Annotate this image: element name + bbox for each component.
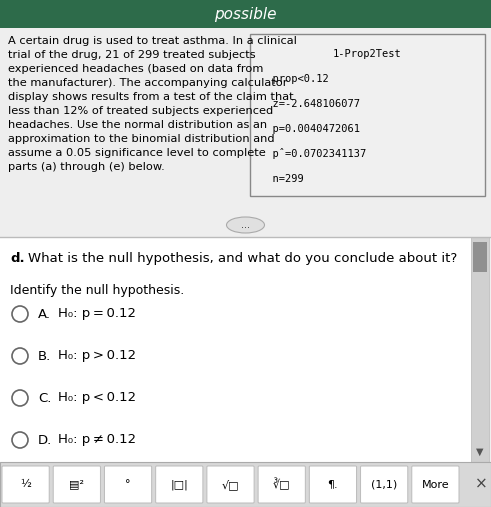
FancyBboxPatch shape <box>0 462 491 507</box>
Text: |□|: |□| <box>170 479 188 490</box>
Text: ¶.: ¶. <box>327 480 338 489</box>
Ellipse shape <box>226 217 265 233</box>
Text: ▼: ▼ <box>476 447 484 457</box>
FancyBboxPatch shape <box>207 466 254 503</box>
Text: H₀: p = 0.12: H₀: p = 0.12 <box>58 308 136 320</box>
Text: A certain drug is used to treat asthma. In a clinical
trial of the drug, 21 of 2: A certain drug is used to treat asthma. … <box>8 36 297 172</box>
Text: possible: possible <box>214 7 277 21</box>
FancyBboxPatch shape <box>309 466 356 503</box>
Text: H₀: p ≠ 0.12: H₀: p ≠ 0.12 <box>58 433 136 447</box>
Text: d.: d. <box>10 252 25 265</box>
FancyBboxPatch shape <box>473 242 487 272</box>
FancyBboxPatch shape <box>105 466 152 503</box>
Text: ...: ... <box>241 220 250 230</box>
Text: More: More <box>422 480 449 489</box>
Text: 1-Prop2Test: 1-Prop2Test <box>333 49 402 58</box>
Text: What is the null hypothesis, and what do you conclude about it?: What is the null hypothesis, and what do… <box>28 252 457 265</box>
Text: H₀: p < 0.12: H₀: p < 0.12 <box>58 391 136 405</box>
Text: ▤²: ▤² <box>69 480 84 489</box>
Text: ½: ½ <box>20 480 31 489</box>
FancyBboxPatch shape <box>0 237 471 462</box>
Text: √□: √□ <box>222 479 239 490</box>
Text: prop<0.12: prop<0.12 <box>260 74 329 84</box>
Text: D.: D. <box>38 433 52 447</box>
Text: B.: B. <box>38 349 51 363</box>
Circle shape <box>12 306 28 322</box>
FancyBboxPatch shape <box>250 34 485 196</box>
Text: ∛□: ∛□ <box>273 478 291 491</box>
Text: Identify the null hypothesis.: Identify the null hypothesis. <box>10 284 184 297</box>
FancyBboxPatch shape <box>0 0 491 28</box>
Circle shape <box>12 348 28 364</box>
Text: ×: × <box>475 477 488 492</box>
FancyBboxPatch shape <box>156 466 203 503</box>
Text: A.: A. <box>38 308 51 320</box>
Text: z=-2.648106077: z=-2.648106077 <box>260 99 360 108</box>
Text: C.: C. <box>38 391 52 405</box>
Text: °: ° <box>125 480 131 489</box>
Circle shape <box>12 432 28 448</box>
Text: p=0.0040472061: p=0.0040472061 <box>260 124 360 134</box>
FancyBboxPatch shape <box>471 237 489 462</box>
FancyBboxPatch shape <box>0 28 491 237</box>
FancyBboxPatch shape <box>360 466 408 503</box>
Circle shape <box>12 390 28 406</box>
Text: (1,1): (1,1) <box>371 480 397 489</box>
Text: n=299: n=299 <box>260 174 304 184</box>
Text: p̂=0.0702341137: p̂=0.0702341137 <box>260 149 366 159</box>
FancyBboxPatch shape <box>258 466 305 503</box>
FancyBboxPatch shape <box>2 466 49 503</box>
Text: H₀: p > 0.12: H₀: p > 0.12 <box>58 349 136 363</box>
FancyBboxPatch shape <box>412 466 459 503</box>
FancyBboxPatch shape <box>53 466 101 503</box>
